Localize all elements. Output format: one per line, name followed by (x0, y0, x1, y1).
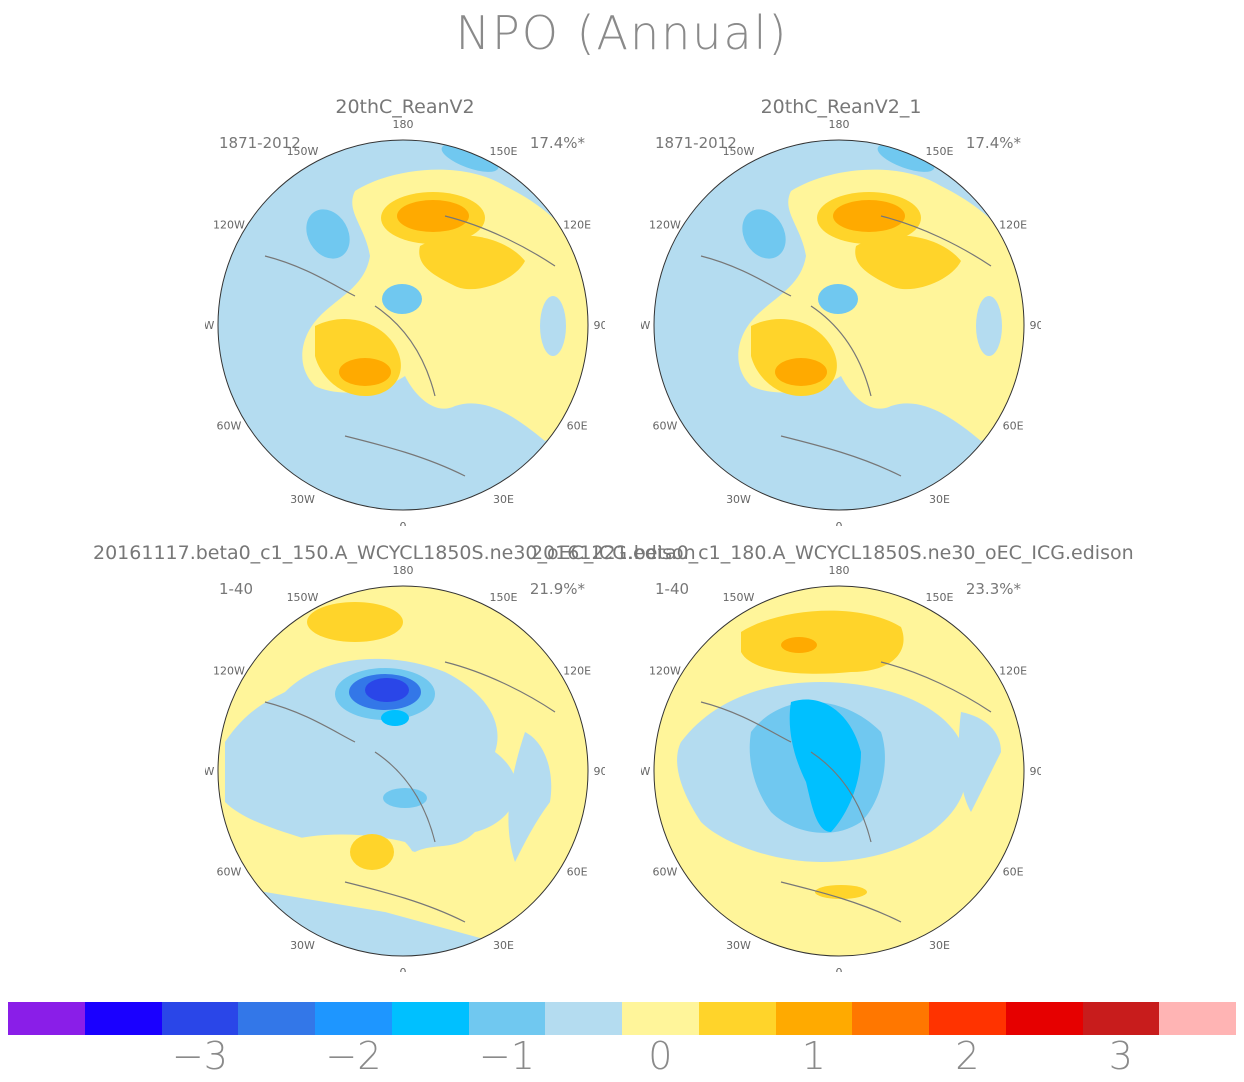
colorbar-cell (468, 1002, 546, 1035)
colorbar-tick-label: 1 (801, 1034, 826, 1078)
colorbar-tick-label: 0 (648, 1034, 673, 1078)
map-panel-1: 20thC_ReanV2 1871-2012 17.4%* 180 150E 120… (205, 96, 605, 526)
longitude-label: 150E (926, 145, 954, 158)
longitude-label: 30E (929, 493, 950, 506)
longitude-label: 60W (652, 420, 677, 433)
colorbar-cell (929, 1002, 1006, 1035)
longitude-label: 60W (652, 866, 677, 879)
longitude-label: 30W (726, 493, 751, 506)
longitude-label: 120E (563, 665, 591, 678)
colorbar-cell (8, 1002, 85, 1035)
polar-map: 180 150E 120E 90E 60E 30E 0 30W 60W 90W 120W 150W (641, 564, 1041, 972)
longitude-label: 60E (1003, 420, 1024, 433)
longitude-label: 60E (567, 866, 588, 879)
longitude-label: 120W (649, 665, 681, 678)
colorbar-tick-label: −1 (478, 1034, 535, 1078)
longitude-label: 150W (723, 591, 755, 604)
longitude-label: 60W (216, 866, 241, 879)
panel-years: 1871-2012 (219, 134, 301, 152)
colorbar-cell (391, 1002, 469, 1035)
colorbar-cell (1159, 1002, 1236, 1035)
longitude-label: 180 (393, 564, 414, 577)
longitude-label: 0 (400, 966, 407, 972)
panel-variance-pct: 21.9%* (529, 580, 585, 598)
longitude-label: 90E (594, 765, 605, 778)
longitude-label: 30E (493, 939, 514, 952)
longitude-label: 120W (213, 219, 245, 232)
longitude-label: 30W (726, 939, 751, 952)
longitude-label: 60E (1003, 866, 1024, 879)
polar-map: 180 150E 120E 90E 60E 30E 0 30W 60W 90W 120W 150W (205, 564, 605, 972)
polar-map: 180 150E 120E 90E 60E 30E 0 30W 60W 90W 120W 150W (205, 118, 605, 526)
colorbar-cell (315, 1002, 392, 1035)
longitude-label: 150W (287, 591, 319, 604)
longitude-label: 90W (641, 765, 651, 778)
longitude-label: 30W (290, 939, 315, 952)
panel-variance-pct: 17.4%* (529, 134, 585, 152)
colorbar-cell (1005, 1002, 1083, 1035)
colorbar (8, 1002, 1236, 1035)
map-panel-4: 20161221.beta0_c1_180.A_WCYCL1850S.ne30_… (531, 542, 1134, 972)
longitude-label: 120W (213, 665, 245, 678)
longitude-label: 30E (929, 939, 950, 952)
polar-map: 180 150E 120E 90E 60E 30E 0 30W 60W 90W 120W 150W (641, 118, 1041, 526)
longitude-label: 60E (567, 420, 588, 433)
colorbar-cell (775, 1002, 853, 1035)
colorbar-cell (852, 1002, 929, 1035)
panel-years: 1871-2012 (655, 134, 737, 152)
longitude-label: 60W (216, 420, 241, 433)
longitude-label: 120W (649, 219, 681, 232)
colorbar-cell (622, 1002, 699, 1035)
longitude-label: 30W (290, 493, 315, 506)
colorbar-cell (238, 1002, 315, 1035)
longitude-label: 90E (1030, 765, 1041, 778)
longitude-label: 150E (490, 591, 518, 604)
map-panel-2: 20thC_ReanV2_1 1871-2012 17.4%* 180 150E 1… (641, 96, 1041, 526)
longitude-label: 90W (205, 319, 215, 332)
colorbar-tick-label: 3 (1108, 1034, 1133, 1078)
colorbar-cell (1082, 1002, 1160, 1035)
panel-variance-pct: 17.4%* (965, 134, 1021, 152)
figure-title: NPO (Annual) (455, 6, 789, 60)
colorbar-cell (161, 1002, 239, 1035)
colorbar-cell (698, 1002, 776, 1035)
longitude-label: 90E (594, 319, 605, 332)
panel-title: 20thC_ReanV2 (335, 96, 475, 118)
colorbar-cell (545, 1002, 622, 1035)
colorbar-cell (84, 1002, 162, 1035)
longitude-label: 150E (926, 591, 954, 604)
panel-years: 1-40 (219, 580, 254, 598)
longitude-label: 120E (999, 219, 1027, 232)
panel-title: 20thC_ReanV2_1 (760, 96, 922, 118)
panel-years: 1-40 (655, 580, 690, 598)
longitude-label: 30E (493, 493, 514, 506)
longitude-label: 150W (287, 145, 319, 158)
colorbar-tick-label: 2 (955, 1034, 980, 1078)
panel-title: 20161117.beta0_c1_150.A_WCYCL1850S.ne30_… (93, 542, 696, 564)
map-panel-3: 20161117.beta0_c1_150.A_WCYCL1850S.ne30_… (93, 542, 696, 972)
longitude-label: 0 (400, 520, 407, 526)
longitude-label: 0 (836, 520, 843, 526)
longitude-label: 180 (829, 118, 850, 131)
longitude-label: 180 (393, 118, 414, 131)
longitude-label: 120E (563, 219, 591, 232)
longitude-label: 120E (999, 665, 1027, 678)
longitude-label: 150W (723, 145, 755, 158)
panel-variance-pct: 23.3%* (965, 580, 1021, 598)
longitude-label: 90W (205, 765, 215, 778)
longitude-label: 90W (641, 319, 651, 332)
longitude-label: 0 (836, 966, 843, 972)
colorbar-tick-label: −2 (325, 1034, 382, 1078)
longitude-label: 90E (1030, 319, 1041, 332)
panel-title: 20161221.beta0_c1_180.A_WCYCL1850S.ne30_… (531, 542, 1134, 564)
colorbar-tick-label: −3 (171, 1034, 228, 1078)
longitude-label: 150E (490, 145, 518, 158)
longitude-label: 180 (829, 564, 850, 577)
